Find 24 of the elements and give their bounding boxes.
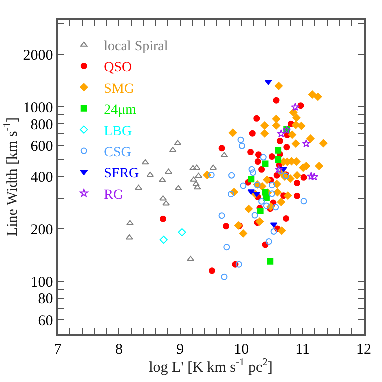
y-tick-label: 80 [38,292,54,308]
legend-label: QSO [104,60,132,76]
y-tick-label: 60 [38,313,54,330]
y-tick-label: 800 [30,117,54,134]
legend-label: CSG [104,145,132,160]
y-tick-label: 1000 [23,100,54,116]
x-tick-label: 10 [234,342,250,358]
x-axis-title: log L' [K km s$^{-1}$ pc$^{2}$] [149,358,273,376]
y-tick-label: 200 [30,222,54,238]
y-tick-label: 100 [30,274,54,291]
x-tick-label: 11 [296,342,310,358]
legend-label: RG [104,188,124,203]
x-tick-label: 9 [176,342,184,358]
y-tick-label: 2000 [23,48,54,64]
x-tick-label: 7 [54,342,62,358]
legend-label: SFRG [104,166,140,182]
y-tick-label: 400 [30,170,54,186]
legend-label: local Spiral [104,39,168,54]
y-tick-label: 600 [30,139,54,156]
legend-label: 24μm [104,103,137,118]
legend-label: LBG [104,124,132,140]
legend-label: SMG [104,82,134,97]
x-tick-label: 12 [356,342,372,358]
x-tick-label: 8 [115,342,123,358]
